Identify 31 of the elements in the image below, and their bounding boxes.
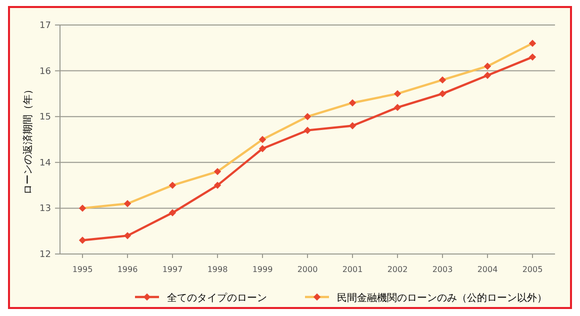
- legend-label: 全てのタイプのローン: [167, 292, 267, 304]
- point: [394, 104, 402, 112]
- x-tick-label: 2000: [297, 265, 318, 274]
- x-tick-label: 1996: [117, 265, 138, 274]
- y-tick-label: 12: [40, 250, 51, 260]
- x-tick-label: 2001: [342, 265, 363, 274]
- x-tick-label: 2005: [522, 265, 543, 274]
- point: [304, 126, 312, 134]
- legend-label: 民間金融機関のローンのみ（公的ローン以外）: [337, 292, 547, 304]
- x-tick-label: 2004: [477, 265, 498, 274]
- point: [258, 145, 266, 152]
- y-tick-label: 17: [40, 21, 51, 31]
- x-tick-label: 1995: [72, 265, 93, 274]
- x-tick-label: 1997: [162, 265, 183, 274]
- x-tick-label: 1998: [207, 265, 228, 274]
- point: [168, 209, 176, 216]
- point: [214, 182, 222, 189]
- point: [528, 53, 536, 61]
- x-tick-label: 1999: [252, 265, 273, 274]
- point: [78, 236, 86, 244]
- y-tick-label: 13: [40, 204, 51, 214]
- point: [438, 90, 446, 98]
- x-tick-label: 2002: [387, 265, 408, 274]
- point: [124, 232, 132, 240]
- point: [348, 122, 356, 130]
- y-tick-label: 15: [40, 112, 51, 123]
- y-axis-title: ローンの返済期間（年）: [22, 84, 34, 194]
- point: [484, 72, 492, 79]
- y-tick-label: 16: [40, 66, 52, 77]
- y-tick-label: 14: [40, 158, 52, 168]
- x-tick-label: 2003: [432, 265, 453, 274]
